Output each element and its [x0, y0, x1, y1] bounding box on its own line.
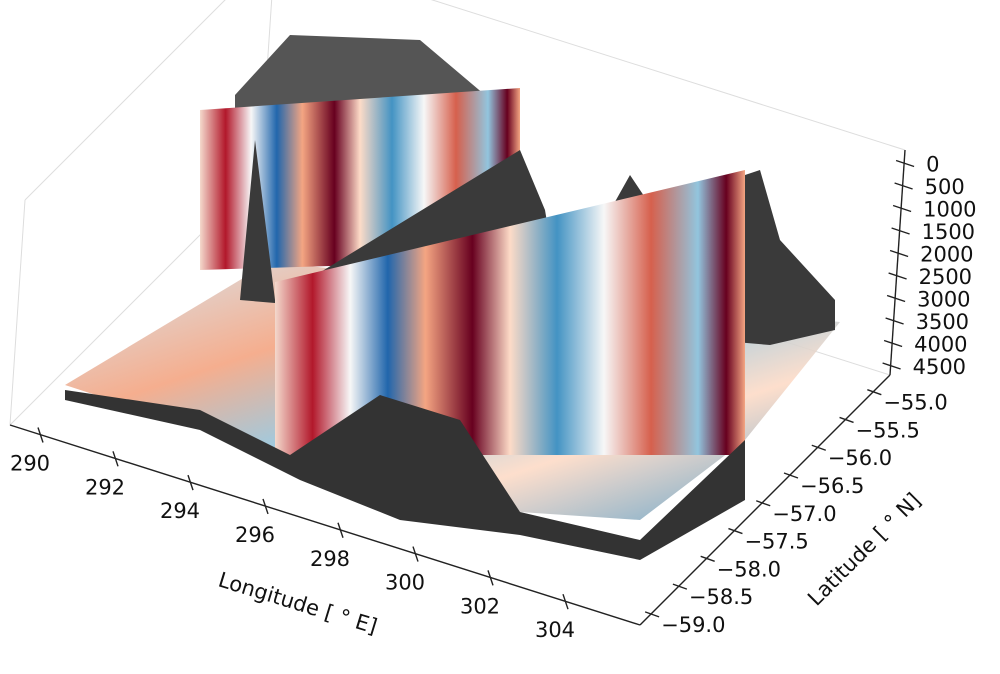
z-tick-label: 0: [926, 153, 939, 177]
x-tick: [337, 522, 344, 538]
terrain-front: [65, 390, 745, 560]
surface-render: [65, 35, 840, 560]
y-tick: [728, 527, 743, 535]
z-tick: [891, 227, 910, 235]
z-tick-label: 1500: [922, 220, 975, 244]
y-tick-label: −57.0: [772, 502, 836, 526]
y-tick-label: −59.0: [661, 613, 725, 637]
pane-edge: [430, 0, 906, 151]
z-tick: [894, 182, 913, 190]
y-tick: [867, 389, 882, 396]
y-tick-label: −56.0: [828, 446, 892, 470]
z-tick-label: 4500: [913, 355, 966, 379]
z-tick: [895, 159, 915, 168]
x-tick: [187, 474, 194, 491]
z-tick-label: 1000: [923, 198, 976, 222]
y-axis: [639, 374, 891, 626]
x-tick-label: 302: [460, 594, 500, 618]
z-tick: [883, 339, 903, 348]
y-tick: [755, 500, 771, 507]
x-tick-label: 290: [10, 452, 50, 476]
y-tick-label: −58.5: [689, 585, 753, 609]
z-tick-label: 500: [925, 175, 965, 199]
x-tick: [37, 427, 44, 443]
pane-edge: [9, 199, 26, 426]
x-tick-label: 296: [235, 523, 275, 547]
y-tick-label: −58.0: [717, 557, 781, 581]
z-tick-label: 2000: [920, 243, 973, 267]
z-tick: [885, 317, 904, 325]
x-tick-label: 298: [310, 547, 350, 571]
y-tick-label: −55.5: [856, 418, 920, 442]
z-tick: [882, 362, 901, 370]
y-tick: [811, 444, 827, 451]
x-tick: [262, 498, 269, 515]
x-tick-label: 304: [535, 618, 575, 642]
z-tick-label: 3500: [916, 310, 969, 334]
y-tick: [839, 416, 854, 424]
x-tick: [562, 593, 569, 610]
y-tick-label: −57.5: [744, 530, 808, 554]
z-tick: [886, 294, 906, 303]
z-axis: [889, 149, 906, 376]
x-tick: [412, 546, 419, 562]
slice-front: [275, 170, 745, 455]
x-tick: [112, 451, 119, 467]
x-tick-label: 294: [160, 499, 200, 523]
y-tick-label: −55.0: [883, 391, 947, 415]
y-tick: [783, 472, 799, 479]
x-tick-label: 300: [385, 571, 425, 595]
z-tick-label: 4000: [914, 333, 967, 357]
y-tick: [700, 555, 715, 562]
y-tick-label: −56.5: [800, 474, 864, 498]
x-tick-label: 292: [85, 475, 125, 499]
x-tick: [487, 570, 494, 586]
x-axis-label: Longitude [ ° E]: [216, 568, 380, 639]
pane-edge: [24, 0, 226, 201]
z-tick: [892, 204, 912, 213]
z-tick: [888, 272, 907, 280]
z-tick-label: 3000: [917, 288, 970, 312]
y-tick: [644, 611, 660, 618]
z-tick-label: 2500: [919, 265, 972, 289]
y-tick: [672, 583, 688, 590]
z-tick: [889, 249, 909, 258]
